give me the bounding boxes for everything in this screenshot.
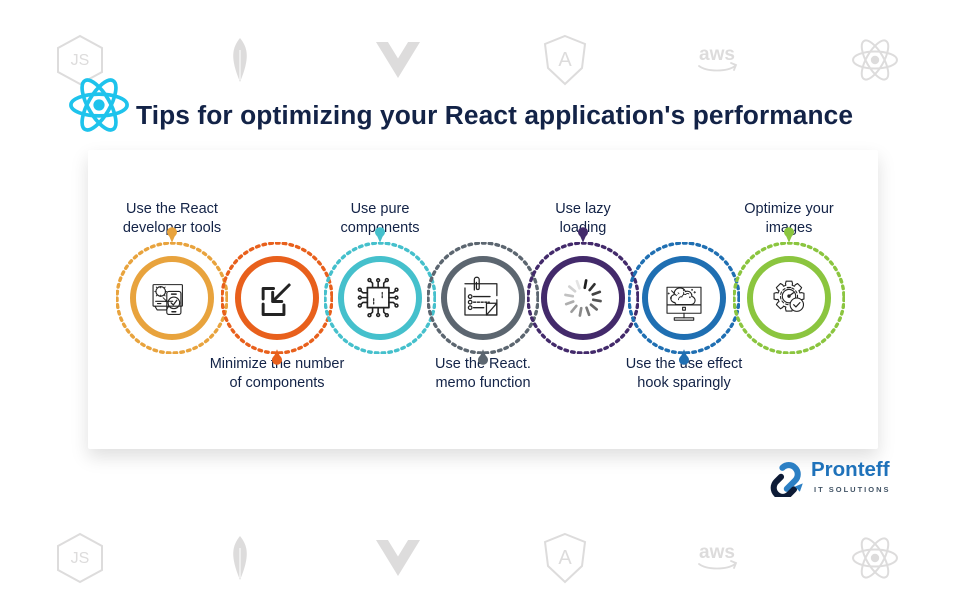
svg-text:A: A <box>558 547 572 569</box>
svg-text:JS: JS <box>71 52 90 69</box>
svg-text:aws: aws <box>699 542 735 563</box>
svg-text:A: A <box>558 49 572 71</box>
svg-text:aws: aws <box>699 44 735 65</box>
svg-text:JS: JS <box>71 550 90 567</box>
